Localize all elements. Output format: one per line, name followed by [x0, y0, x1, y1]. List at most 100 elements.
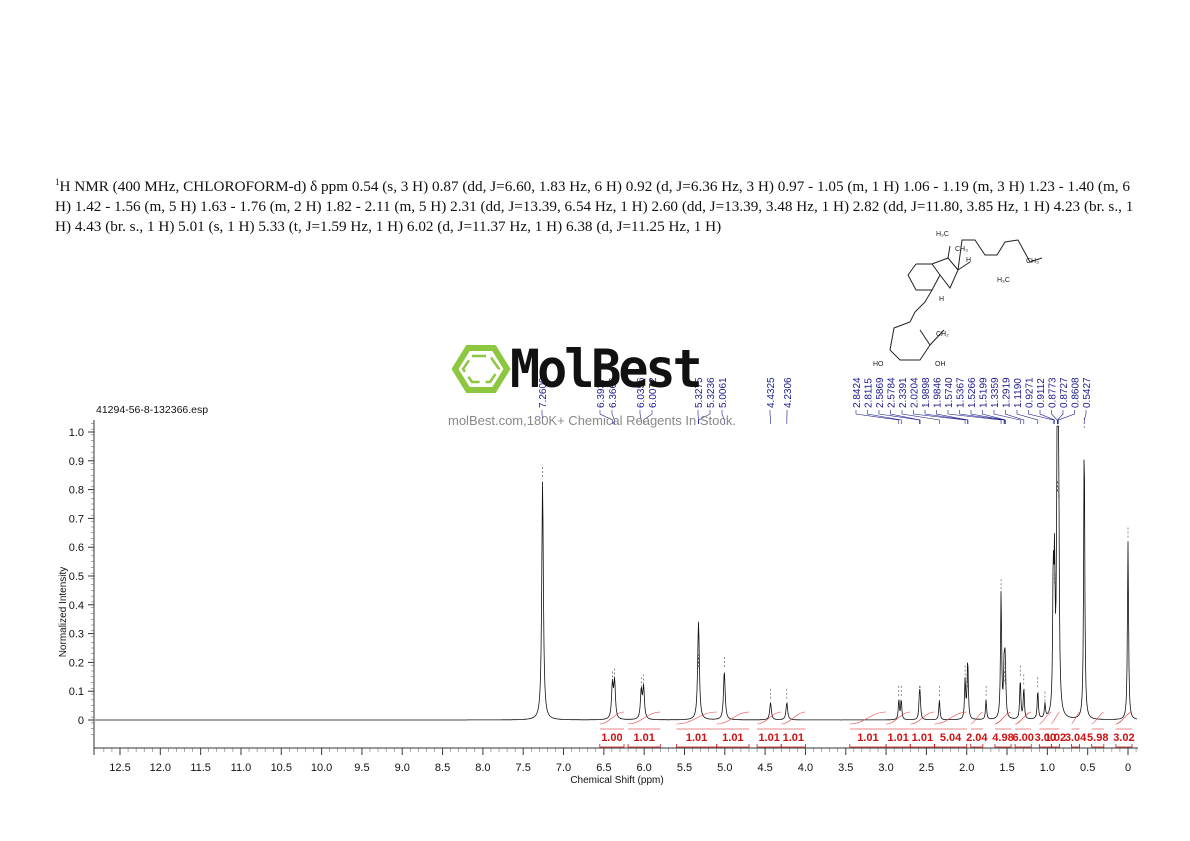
peak-label: 1.5367: [956, 377, 967, 408]
x-tick-label: 10.0: [311, 762, 332, 774]
peak-label: 2.8115: [864, 378, 875, 408]
peak-label: 2.5869: [875, 377, 886, 408]
peak-label: 1.5740: [944, 377, 955, 408]
integral-value: 5.98: [1087, 732, 1108, 744]
nmr-description: 1H NMR (400 MHz, CHLOROFORM-d) δ ppm 0.5…: [55, 172, 1135, 237]
x-tick-label: 1.0: [1040, 762, 1055, 774]
ho-label: HO: [873, 361, 884, 368]
y-tick-label: 0.5: [69, 571, 84, 583]
x-tick-label: 12.5: [109, 762, 130, 774]
integral-value: 1.00: [601, 732, 622, 744]
y-tick-label: 0.8: [69, 485, 84, 497]
x-tick-label: 7.0: [556, 762, 571, 774]
peak-label: 1.9898: [921, 377, 932, 408]
x-tick-label: 4.0: [798, 762, 813, 774]
x-tick-label: 1.5: [999, 762, 1014, 774]
y-tick-label: 0.7: [69, 513, 84, 525]
peak-label: 0.8608: [1071, 377, 1082, 408]
peak-label: 0.9112: [1036, 378, 1047, 408]
description-text: H NMR (400 MHz, CHLOROFORM-d) δ ppm 0.54…: [55, 178, 1134, 236]
integral-value: 6.00: [1012, 732, 1033, 744]
h3c-label-2: H₃C: [997, 277, 1010, 284]
peak-label: 0.8773: [1048, 377, 1059, 408]
peak-label: 6.0072: [648, 377, 659, 408]
peak-label: 0.8727: [1059, 377, 1070, 408]
y-axis-label: Normalized Intensity: [58, 567, 69, 658]
peak-label: 4.2306: [783, 377, 794, 408]
peak-label: 5.3236: [706, 377, 717, 408]
spectrum-trace: [95, 425, 1138, 721]
peak-label: 7.2600: [538, 377, 549, 408]
h-label: H: [966, 257, 971, 264]
x-tick-label: 3.5: [838, 762, 853, 774]
y-tick-label: 0.3: [69, 629, 84, 641]
integral-value: 1.01: [857, 732, 878, 744]
peak-label: 5.3275: [694, 377, 705, 408]
x-tick-label: 12.0: [150, 762, 171, 774]
y-tick-label: 0.1: [69, 686, 84, 698]
x-axis-ticks: 12.5 12.0 11.5 11.0 10.5 10.0 9.5 9.0 8.5 8.0 7.5 7…: [103, 748, 1137, 774]
isotope-superscript: 1: [55, 177, 60, 187]
x-tick-label: 0.5: [1080, 762, 1095, 774]
h-label-2: H: [939, 296, 944, 303]
peak-labels: 7.2600 6.3937 6.3666 6.0356 6.0072 5.3275 5.32…: [538, 377, 1093, 424]
y-tick-label: 0: [78, 715, 84, 727]
peak-label: 1.1190: [1013, 378, 1024, 408]
x-tick-label: 7.5: [516, 762, 531, 774]
peak-label: 1.9846: [933, 377, 944, 408]
x-axis-label: Chemical Shift (ppm): [570, 775, 663, 786]
peak-label: 1.2919: [1002, 377, 1013, 408]
peak-label: 2.0204: [910, 377, 921, 408]
integral-value: 3.02: [1113, 732, 1134, 744]
integral-regions: 1.00 1.01 1.01 1.01 1.01 1.01 1.01 1.01 1.01 5.04…: [599, 711, 1135, 748]
peak-label: 0.5427: [1082, 377, 1093, 408]
integral-value: 1.01: [912, 732, 933, 744]
x-tick-label: 9.0: [395, 762, 410, 774]
integral-value: 1.01: [633, 732, 654, 744]
peak-label: 1.3359: [990, 377, 1001, 408]
integral-value: 1.01: [686, 732, 707, 744]
integral-value: 1.01: [783, 732, 804, 744]
x-tick-label: 11.5: [190, 762, 211, 774]
x-tick-label: 9.5: [354, 762, 369, 774]
peak-label: 6.3666: [608, 377, 619, 408]
integral-value: 1.02: [1045, 732, 1066, 744]
y-tick-label: 1.0: [69, 427, 84, 439]
y-tick-label: 0.6: [69, 542, 84, 554]
ch3-label-2: CH₃: [1026, 258, 1039, 265]
molbest-logo-text: MolBest: [510, 338, 703, 400]
x-tick-label: 8.0: [475, 762, 490, 774]
x-tick-label: 5.5: [677, 762, 692, 774]
molbest-logo-icon: [451, 345, 511, 393]
ch3-label: CH₃: [955, 246, 968, 253]
peak-label: 1.5266: [967, 377, 978, 408]
y-tick-label: 0.9: [69, 456, 84, 468]
integral-value: 4.98: [992, 732, 1013, 744]
x-tick-label: 11.0: [231, 762, 252, 774]
integral-value: 1.01: [758, 732, 779, 744]
watermark-tagline: molBest.com,180K+ Chemical Reagents In S…: [448, 413, 736, 428]
x-tick-label: 10.5: [271, 762, 292, 774]
peak-label: 6.0356: [636, 377, 647, 408]
x-tick-label: 0: [1125, 762, 1131, 774]
peak-markers: [542, 418, 1129, 702]
x-tick-label: 4.5: [757, 762, 772, 774]
peak-label: 6.3937: [596, 377, 607, 408]
x-tick-label: 2.0: [959, 762, 974, 774]
peak-label: 0.9271: [1025, 377, 1036, 408]
x-tick-label: 6.0: [637, 762, 652, 774]
y-axis-ticks: 1.0 0.9 0.8 0.7 0.6 0.5 0.4 0.3 0.2 0.1 0: [69, 423, 94, 735]
integral-value: 1.01: [887, 732, 908, 744]
ch2-label: CH₂: [936, 331, 949, 338]
x-tick-label: 2.5: [919, 762, 934, 774]
h3c-label: H₃C: [936, 231, 949, 238]
x-tick-label: 6.5: [596, 762, 611, 774]
integral-value: 5.04: [940, 732, 962, 744]
integral-value: 2.04: [966, 732, 988, 744]
y-tick-label: 0.4: [69, 600, 84, 612]
peak-label: 4.4325: [766, 377, 777, 408]
integral-value: 3.04: [1065, 732, 1087, 744]
y-tick-label: 0.2: [69, 657, 84, 669]
x-tick-label: 5.0: [717, 762, 732, 774]
